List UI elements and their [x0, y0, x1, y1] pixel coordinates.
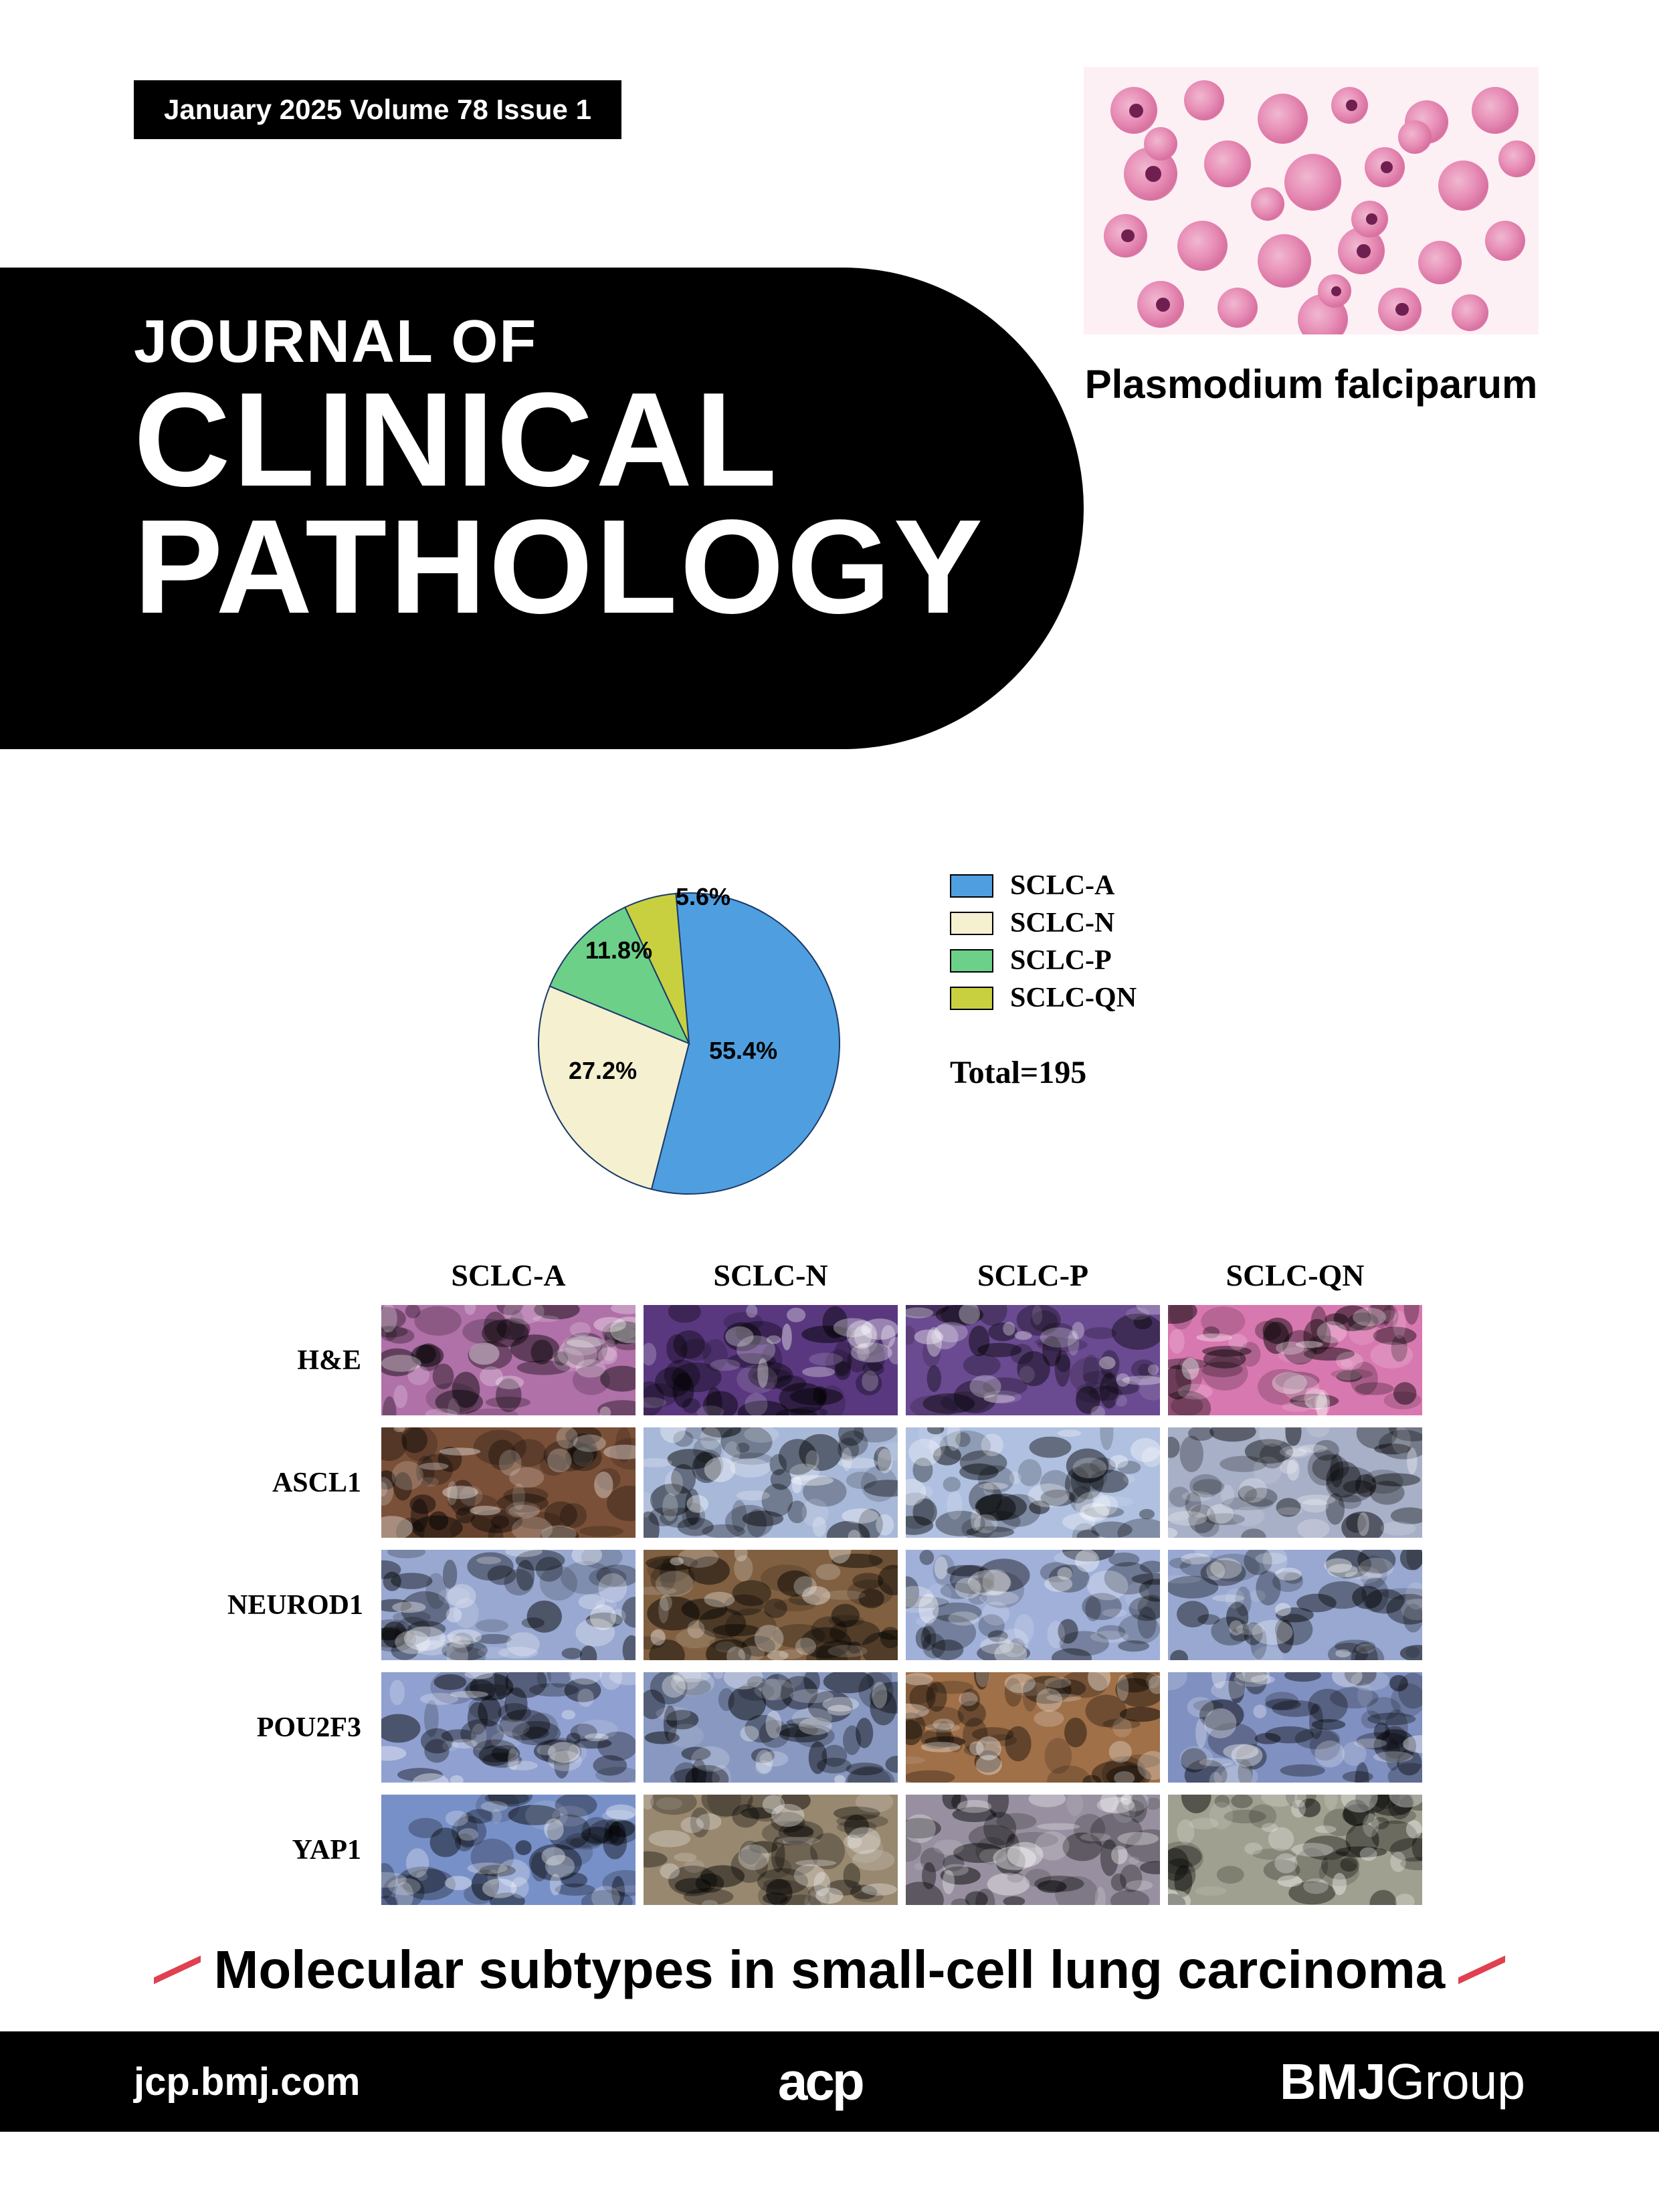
legend-swatch: [950, 874, 993, 898]
histology-tile: [381, 1305, 636, 1415]
footer-bar: jcp.bmj.com acp BMJGroup: [0, 2031, 1659, 2132]
histology-tile: [906, 1672, 1160, 1783]
pie-slice-label: 11.8%: [585, 936, 652, 965]
grid-row-label: ASCL1: [227, 1467, 381, 1499]
legend-item: SCLC-A: [950, 870, 1137, 902]
footer-bmj-bold: BMJ: [1280, 2053, 1385, 2110]
pie-slice-label: 5.6%: [676, 883, 730, 911]
plasmodium-image: [1084, 67, 1539, 334]
histology-tile: [644, 1427, 898, 1538]
histology-tile: [381, 1427, 636, 1538]
footer-url: jcp.bmj.com: [134, 2059, 360, 2104]
histology-tile: [381, 1550, 636, 1660]
legend-swatch: [950, 912, 993, 935]
plasmodium-caption: Plasmodium falciparum: [1084, 361, 1539, 407]
grid-column-header: SCLC-A: [381, 1258, 636, 1293]
headline-banner: Molecular subtypes in small-cell lung ca…: [94, 1926, 1565, 2013]
histology-tile: [1168, 1795, 1422, 1905]
grid-row-label: POU2F3: [227, 1712, 381, 1744]
legend-item: SCLC-QN: [950, 982, 1137, 1014]
histology-tile: [644, 1795, 898, 1905]
legend-item: SCLC-N: [950, 907, 1137, 939]
legend-label: SCLC-A: [1010, 870, 1114, 902]
histology-tile: [381, 1672, 636, 1783]
histology-tile: [644, 1672, 898, 1783]
histology-grid: SCLC-ASCLC-NSCLC-PSCLC-QN H&E ASCL1 NEUROD1…: [227, 1258, 1432, 1905]
histology-tile: [906, 1550, 1160, 1660]
pie-chart: 55.4% 27.2% 11.8% 5.6%: [522, 863, 856, 1197]
histology-tile: [906, 1795, 1160, 1905]
grid-row-label: H&E: [227, 1344, 381, 1377]
title-line-3: PATHOLOGY: [134, 504, 1084, 631]
pie-slice-label: 55.4%: [709, 1037, 777, 1065]
legend-item: SCLC-P: [950, 944, 1137, 977]
legend-label: SCLC-P: [1010, 944, 1112, 977]
histology-tile: [1168, 1305, 1422, 1415]
footer-bmj-light: Group: [1386, 2053, 1525, 2110]
legend-label: SCLC-QN: [1010, 982, 1137, 1014]
legend-total: Total=195: [950, 1054, 1137, 1091]
journal-title-block: JOURNAL OF CLINICAL PATHOLOGY: [0, 268, 1084, 749]
histology-tile: [906, 1305, 1160, 1415]
legend-label: SCLC-N: [1010, 907, 1114, 939]
pie-legend: SCLC-A SCLC-N SCLC-P SCLC-QN Total=195: [950, 870, 1137, 1091]
title-line-2: CLINICAL: [134, 377, 1084, 504]
headline-text: Molecular subtypes in small-cell lung ca…: [214, 1939, 1446, 2001]
histology-tile: [906, 1427, 1160, 1538]
histology-tile: [1168, 1550, 1422, 1660]
histology-tile: [381, 1795, 636, 1905]
grid-row-label: YAP1: [227, 1834, 381, 1866]
footer-acp-logo: acp: [778, 2051, 862, 2112]
journal-subtitle: Journal of the Association of Clinical P…: [134, 763, 933, 805]
grid-column-header: SCLC-P: [906, 1258, 1160, 1293]
histology-tile: [644, 1305, 898, 1415]
histology-tile: [1168, 1427, 1422, 1538]
grid-row-label: NEUROD1: [227, 1589, 381, 1621]
issue-badge: January 2025 Volume 78 Issue 1: [134, 80, 621, 139]
histology-tile: [1168, 1672, 1422, 1783]
pie-slice-label: 27.2%: [569, 1057, 637, 1085]
footer-bmj-logo: BMJGroup: [1280, 2053, 1525, 2110]
legend-swatch: [950, 949, 993, 973]
grid-column-header: SCLC-N: [644, 1258, 898, 1293]
grid-column-header: SCLC-QN: [1168, 1258, 1422, 1293]
legend-swatch: [950, 987, 993, 1010]
histology-tile: [644, 1550, 898, 1660]
